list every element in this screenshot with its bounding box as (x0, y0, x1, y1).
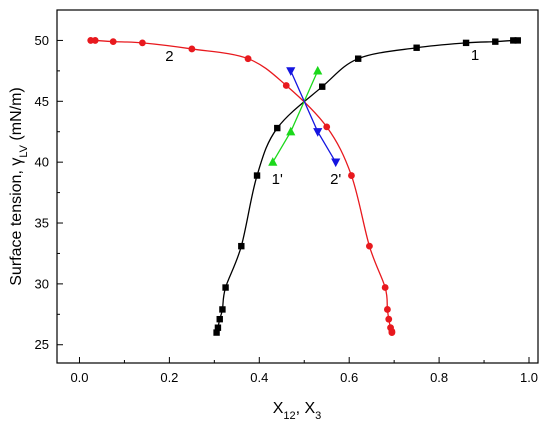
data-point (331, 158, 341, 168)
series-line (215, 39, 518, 333)
data-point (514, 37, 521, 44)
curve-label: 1' (272, 171, 283, 188)
y-tick-label: 50 (35, 33, 49, 48)
series-2' (286, 67, 341, 168)
data-point (354, 55, 362, 62)
data-point (286, 67, 296, 76)
x-tick-label: 0.0 (70, 370, 88, 385)
data-point (238, 242, 245, 250)
data-point (253, 172, 261, 179)
x-tick-label: 0.4 (250, 370, 268, 385)
data-point (462, 39, 470, 47)
data-point (244, 55, 252, 63)
data-point (213, 329, 220, 336)
data-point (323, 123, 331, 131)
data-point (216, 315, 223, 323)
y-tick-label: 40 (35, 155, 49, 170)
x-tick-label: 1.0 (520, 370, 538, 385)
data-point (286, 126, 296, 136)
data-point (492, 38, 499, 45)
series-line (90, 39, 393, 333)
data-point (384, 306, 391, 313)
x-tick-label: 0.2 (160, 370, 178, 385)
data-point (366, 242, 373, 250)
y-tick-label: 30 (35, 276, 49, 291)
series-2 (87, 37, 396, 336)
data-point (214, 324, 222, 331)
data-point (388, 329, 396, 336)
y-tick-label: 45 (35, 94, 49, 109)
data-point (413, 44, 420, 51)
y-axis-label: Surface tension, γLV (mN/m) (8, 87, 30, 285)
data-point (510, 37, 517, 44)
y-tick-label: 25 (35, 337, 49, 352)
tick-layer: 0.0 0.2 0.4 0.6 0.8 1.0 25 30 35 40 45 50 (35, 33, 539, 385)
x-tick-label: 0.8 (430, 370, 448, 385)
x-axis-label: X12, X3 (273, 400, 322, 422)
y-tick-label: 35 (35, 216, 49, 231)
series-1 (213, 37, 521, 336)
data-point (313, 65, 323, 75)
series-1' (268, 65, 323, 166)
curve-label: 2' (330, 171, 341, 188)
annotation-layer: 1 2 1' 2' (165, 47, 479, 188)
plot-frame (56, 9, 539, 364)
data-point (381, 284, 389, 291)
data-point (91, 37, 99, 44)
data-point (319, 83, 326, 90)
data-point (139, 39, 146, 47)
data-point (268, 157, 278, 166)
curve-label: 1 (471, 47, 479, 64)
data-point (348, 172, 355, 179)
data-point (282, 82, 290, 89)
data-point (313, 128, 323, 137)
data-point (219, 306, 226, 313)
curve-label: 2 (165, 48, 173, 65)
series-layer (87, 37, 521, 336)
data-point (385, 315, 393, 323)
data-point (222, 284, 229, 291)
data-point (188, 45, 196, 53)
data-point (274, 124, 281, 132)
data-point (109, 38, 117, 46)
x-tick-label: 0.6 (340, 370, 358, 385)
